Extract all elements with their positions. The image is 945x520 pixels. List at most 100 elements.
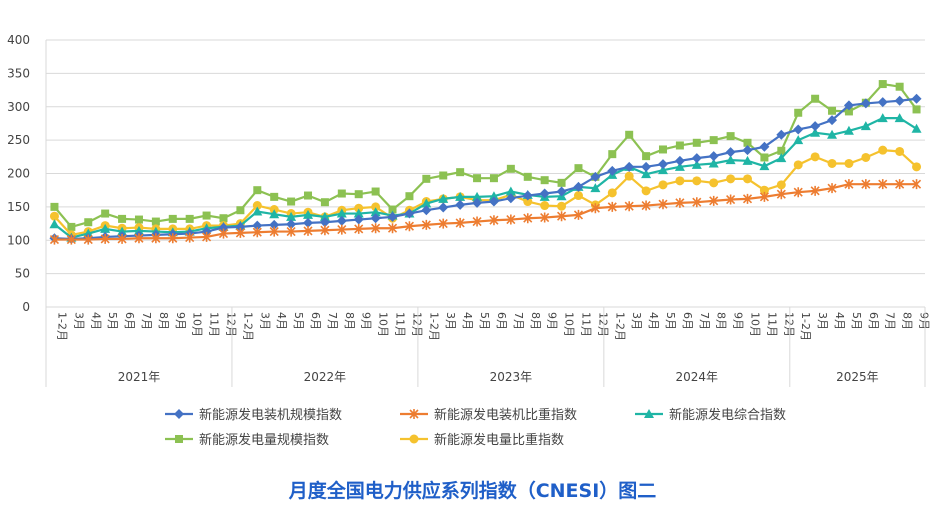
data-point <box>657 159 668 170</box>
x-tick-label: 9月 <box>546 312 559 330</box>
data-point <box>320 225 330 236</box>
data-point <box>709 136 718 145</box>
data-point <box>488 191 499 201</box>
data-point <box>218 228 229 239</box>
data-point <box>843 125 854 135</box>
data-point <box>641 186 651 196</box>
legend-swatch-icon <box>635 408 663 418</box>
x-tick-label: 4月 <box>461 312 474 330</box>
year-label: 2021年 <box>118 370 161 384</box>
data-point <box>574 164 583 173</box>
y-tick-label: 200 <box>7 167 30 181</box>
x-tick-label: 4月 <box>647 312 660 330</box>
data-point <box>371 187 380 196</box>
data-point <box>607 201 617 212</box>
data-point <box>742 155 753 165</box>
x-tick-label: 9月 <box>918 312 931 330</box>
data-point <box>320 198 329 207</box>
data-point <box>642 152 651 161</box>
y-tick-label: 250 <box>7 133 30 147</box>
data-point <box>726 132 735 141</box>
data-point <box>912 105 921 114</box>
data-point <box>895 82 904 91</box>
data-point <box>404 221 414 232</box>
data-point <box>860 121 871 131</box>
data-point <box>522 190 533 201</box>
x-tick-label: 6月 <box>495 312 508 330</box>
data-point <box>557 178 566 187</box>
x-tick-label: 4月 <box>89 312 102 330</box>
x-tick-label: 11月 <box>394 312 407 337</box>
series-line <box>53 82 918 229</box>
x-tick-label: 9月 <box>174 312 187 330</box>
data-point <box>488 196 499 207</box>
data-point <box>793 160 803 170</box>
x-tick-label: 9月 <box>360 312 373 330</box>
data-point <box>387 211 398 222</box>
x-tick-label: 11月 <box>765 312 778 337</box>
data-point <box>827 115 838 126</box>
y-tick-label: 100 <box>7 233 30 247</box>
y-tick-label: 150 <box>7 200 30 214</box>
x-tick-label: 12月 <box>410 312 423 337</box>
x-tick-label: 6月 <box>681 312 694 330</box>
data-point <box>675 176 685 186</box>
legend-label: 新能源发电量规模指数 <box>199 433 330 448</box>
data-point <box>506 164 515 173</box>
data-point <box>371 202 381 212</box>
data-point <box>539 188 550 199</box>
data-point <box>860 98 871 109</box>
data-point <box>811 94 820 103</box>
data-point <box>287 197 296 206</box>
data-point <box>337 189 346 198</box>
x-tick-label: 1-2月 <box>55 312 68 341</box>
data-point <box>83 234 93 245</box>
data-point <box>269 209 280 219</box>
x-tick-label: 10月 <box>191 312 204 337</box>
data-point <box>691 153 702 164</box>
legend-item: 新能源发电量比重指数 <box>400 429 564 448</box>
data-point <box>760 153 769 162</box>
data-point <box>353 208 364 218</box>
data-point <box>286 226 296 237</box>
data-point <box>455 199 466 210</box>
data-point <box>269 219 280 230</box>
data-point <box>252 201 262 211</box>
data-point <box>523 197 533 207</box>
data-point <box>202 211 211 220</box>
data-point <box>472 191 483 201</box>
x-tick-label: 3月 <box>816 312 829 330</box>
legend-label: 新能源发电装机规模指数 <box>199 408 343 423</box>
data-point <box>742 193 753 204</box>
x-tick-label: 3月 <box>72 312 85 330</box>
data-point <box>827 158 837 168</box>
data-point <box>776 189 786 200</box>
data-point <box>843 100 854 111</box>
legend-item: 新能源发电装机比重指数 <box>400 404 577 423</box>
data-point <box>421 205 432 216</box>
data-point <box>455 191 466 201</box>
data-point <box>151 233 161 244</box>
x-tick-label: 8月 <box>157 312 170 330</box>
data-point <box>743 138 752 147</box>
x-tick-label: 8月 <box>529 312 542 330</box>
data-point <box>894 113 905 123</box>
data-point <box>912 162 922 172</box>
data-point <box>388 205 397 214</box>
series-3 <box>50 80 921 231</box>
legend-swatch-icon <box>165 408 193 419</box>
data-point <box>270 192 279 201</box>
data-point <box>692 138 701 147</box>
data-point <box>540 176 549 185</box>
x-tick-label: 11月 <box>579 312 592 337</box>
data-point <box>219 214 228 223</box>
chart-title: 月度全国电力供应系列指数（CNESI）图二 <box>288 480 657 502</box>
x-tick-label: 5月 <box>106 312 119 330</box>
x-tick-label: 6月 <box>123 312 136 330</box>
data-point <box>506 214 516 225</box>
x-tick-label: 6月 <box>867 312 880 330</box>
data-point <box>168 233 178 244</box>
legend-item: 新能源发电装机规模指数 <box>165 404 342 423</box>
data-point <box>877 113 888 123</box>
data-point <box>252 227 262 238</box>
